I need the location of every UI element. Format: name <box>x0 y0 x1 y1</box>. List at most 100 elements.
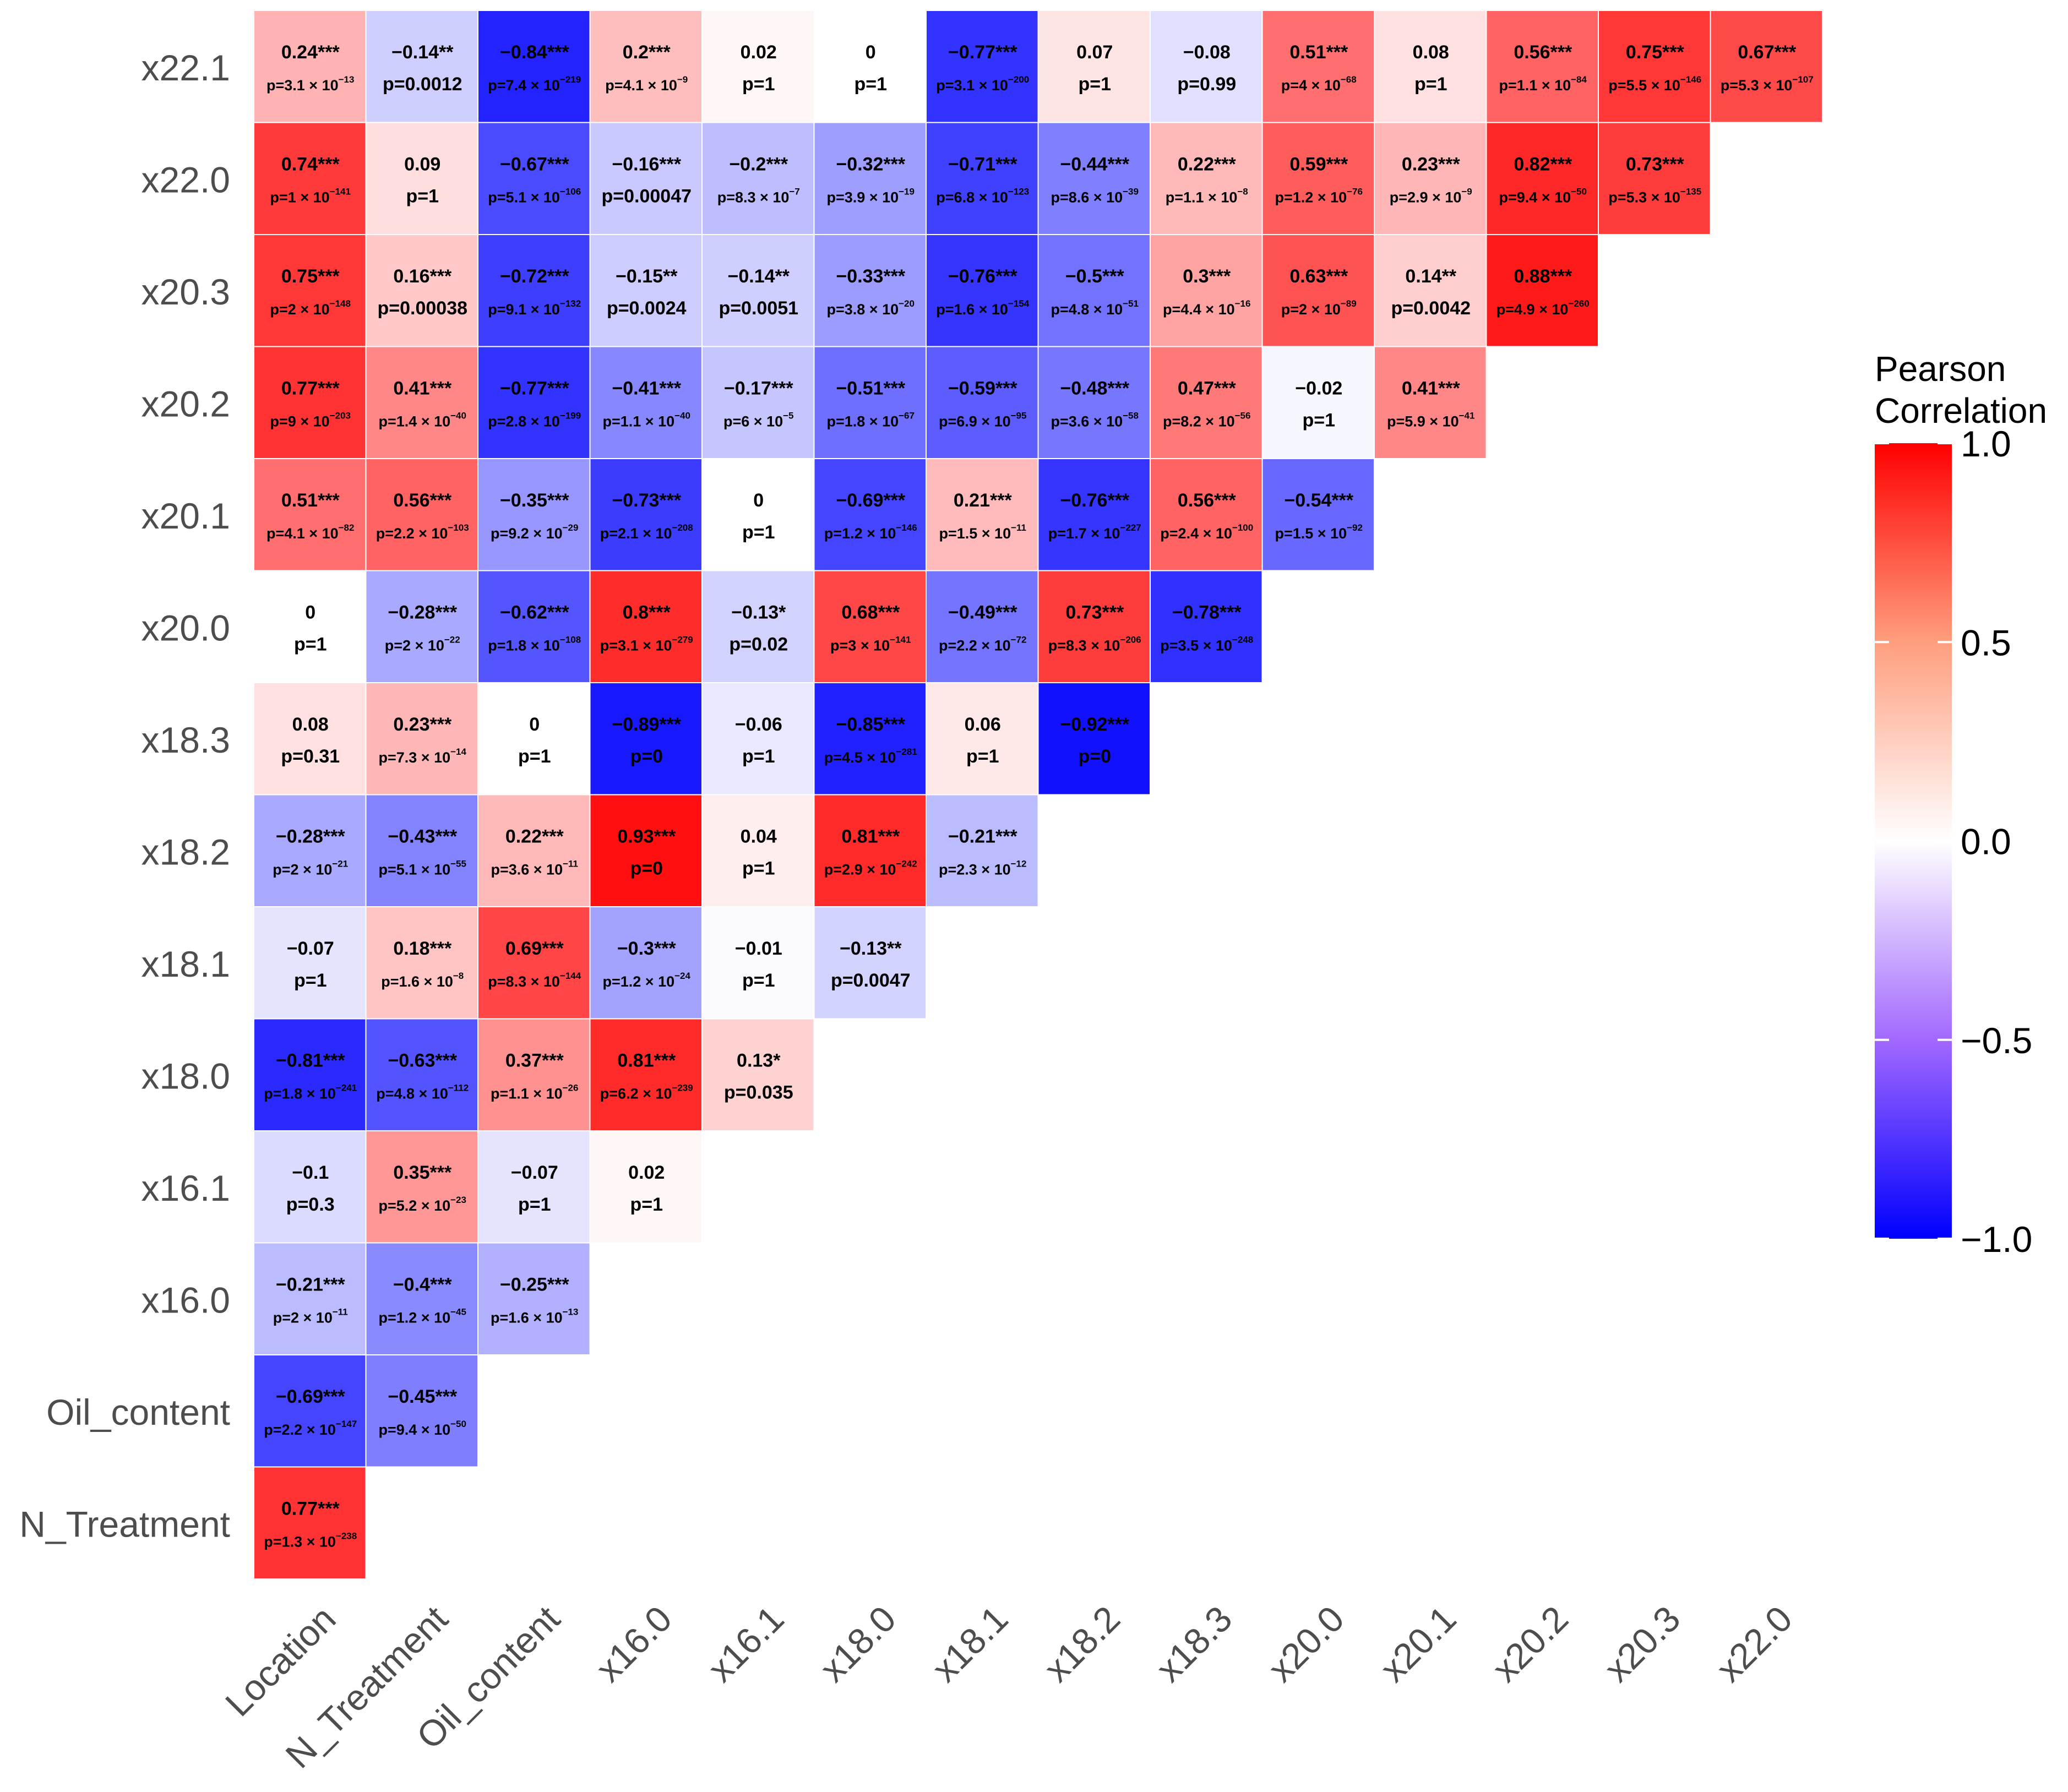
cell-pvalue-exponent: −200 <box>1008 74 1029 85</box>
heatmap-cell: −0.14** p=0.0051 <box>703 235 814 346</box>
cell-pvalue-exponent: −13 <box>339 74 355 85</box>
heatmap-cell: −0.5***p=4.8 × 10−51 <box>1038 235 1150 346</box>
heatmap-cell: 0.56*** p=1.1 × 10−84 <box>1487 11 1598 122</box>
cell-pvalue-exponent: −135 <box>1680 187 1701 197</box>
cell-correlation-label: 0.56*** <box>393 490 452 511</box>
cell-pvalue-label: p=1.2 × 10−146 <box>824 522 917 542</box>
heatmap-cell: 0.77***p=1.3 × 10−238 <box>254 1467 366 1578</box>
heatmap-cell-rect <box>366 907 477 1018</box>
cell-correlation-label: −0.1 <box>292 1162 329 1183</box>
cell-pvalue-exponent: −50 <box>1571 187 1587 197</box>
heatmap-cell-rect <box>814 795 926 906</box>
cell-correlation-label: 0.75*** <box>281 266 340 287</box>
cell-pvalue-exponent: −19 <box>899 187 915 197</box>
heatmap-cell: 0.07 p=1 <box>1038 11 1150 122</box>
cell-pvalue-label: p=0.0042 <box>1391 298 1471 319</box>
heatmap-cell-rect <box>1262 347 1374 458</box>
heatmap-cell-rect <box>703 11 814 122</box>
heatmap-cell: 0.21***p=1.5 × 10−11 <box>927 459 1038 570</box>
heatmap-cell-rect <box>590 1131 701 1243</box>
heatmap-cell-rect <box>1038 571 1150 682</box>
heatmap-cell: 0.75***p=5.5 × 10−146 <box>1599 11 1710 122</box>
heatmap-cell: 0.22*** p=1.1 × 10−8 <box>1151 123 1262 234</box>
cell-correlation-label: 0.04 <box>741 826 777 847</box>
heatmap-cell-rect <box>703 683 814 794</box>
cell-correlation-label: 0.56*** <box>1514 42 1572 63</box>
cell-pvalue-label: p=1.1 × 10−8 <box>1166 187 1248 206</box>
heatmap-cell-rect <box>478 795 590 906</box>
cell-correlation-label: 0.82*** <box>1514 154 1572 175</box>
y-axis-tick-label: x20.1 <box>142 495 230 536</box>
heatmap-cell-rect <box>590 1019 701 1130</box>
heatmap-cell: 0.56***p=2.4 × 10−100 <box>1151 459 1262 570</box>
heatmap-cell-rect <box>1375 347 1486 458</box>
heatmap-cell: 0.73***p=5.3 × 10−135 <box>1599 123 1710 234</box>
cell-pvalue-exponent: −14 <box>450 747 466 757</box>
heatmap-cell-rect <box>366 1355 477 1467</box>
cell-pvalue-exponent: −154 <box>1008 298 1030 309</box>
heatmap-cell: 0.51***p=4.1 × 10−82 <box>254 459 366 570</box>
heatmap-cell: −0.89*** p=0 <box>590 683 701 794</box>
heatmap-cell-rect <box>1375 11 1486 122</box>
heatmap-cell-rect <box>1151 459 1262 570</box>
cell-correlation-label: −0.71*** <box>948 154 1017 175</box>
heatmap-cell: 0.63***p=2 × 10−89 <box>1262 235 1374 346</box>
cell-pvalue-exponent: −26 <box>563 1083 579 1093</box>
heatmap-cell: 0.04 p=1 <box>703 795 814 906</box>
cell-pvalue-exponent: −238 <box>336 1531 357 1542</box>
cell-pvalue-exponent: −11 <box>563 859 578 869</box>
cell-pvalue-exponent: −147 <box>336 1419 357 1429</box>
cell-pvalue-label: p=1 <box>518 746 551 767</box>
heatmap-cell-rect <box>1487 123 1598 234</box>
cell-pvalue-label: p=0.0024 <box>607 298 687 319</box>
cell-pvalue-label: p=1 <box>742 522 775 543</box>
cell-correlation-label: −0.77*** <box>948 42 1017 63</box>
y-axis-tick-label: x22.1 <box>142 47 230 88</box>
heatmap-cell: −0.14** p=0.0012 <box>366 11 477 122</box>
heatmap-cell-rect <box>1375 235 1486 346</box>
y-axis-tick-label: x20.2 <box>142 383 230 424</box>
heatmap-cell-rect <box>1487 11 1598 122</box>
heatmap-cell: −0.77***p=2.8 × 10−199 <box>478 347 590 458</box>
cell-pvalue-exponent: −146 <box>896 522 917 533</box>
heatmap-cell: −0.4***p=1.2 × 10−45 <box>366 1243 477 1354</box>
heatmap-cell-rect <box>366 683 477 794</box>
cell-correlation-label: 0.73*** <box>1626 154 1685 175</box>
cell-pvalue-label: p=1 <box>1302 410 1335 431</box>
cell-correlation-label: −0.73*** <box>612 490 681 511</box>
cell-pvalue-exponent: −13 <box>563 1307 579 1317</box>
heatmap-cell-rect <box>254 123 366 234</box>
heatmap-cell-rect <box>478 235 590 346</box>
heatmap-cell-rect <box>1038 683 1150 794</box>
cell-pvalue-exponent: −29 <box>563 522 579 533</box>
cell-correlation-label: 0.13* <box>737 1050 781 1071</box>
heatmap-cell: −0.28***p=2 × 10−21 <box>254 795 366 906</box>
cell-correlation-label: −0.13** <box>840 938 902 959</box>
cell-correlation-label: 0.3*** <box>1183 266 1231 287</box>
cell-pvalue-exponent: −82 <box>339 522 355 533</box>
cell-pvalue-label: p=1 <box>518 1194 551 1215</box>
heatmap-cell-rect <box>254 1467 366 1578</box>
cell-pvalue-label: p=6.8 × 10−123 <box>936 187 1029 206</box>
heatmap-cell: 0.16*** p=0.00038 <box>366 235 477 346</box>
cell-correlation-label: −0.72*** <box>500 266 569 287</box>
cell-correlation-label: 0.75*** <box>1626 42 1685 63</box>
heatmap-cell-rect <box>1038 459 1150 570</box>
heatmap-cell: −0.59***p=6.9 × 10−95 <box>927 347 1038 458</box>
cell-pvalue-label: p=0.99 <box>1177 74 1236 95</box>
cell-pvalue-exponent: −148 <box>330 298 351 309</box>
cell-correlation-label: 0.41*** <box>1402 378 1461 399</box>
heatmap-cell: −0.28***p=2 × 10−22 <box>366 571 477 682</box>
cell-correlation-label: −0.07 <box>287 938 334 959</box>
heatmap-cell-rect <box>254 11 366 122</box>
heatmap-cell-rect <box>1151 571 1262 682</box>
heatmap-cell: −0.67***p=5.1 × 10−106 <box>478 123 590 234</box>
heatmap-cell-rect <box>366 11 477 122</box>
y-axis-tick-label: x18.1 <box>142 944 230 984</box>
cell-correlation-label: 0.67*** <box>1738 42 1797 63</box>
heatmap-cell-rect <box>1151 11 1262 122</box>
heatmap-cell: −0.17*** p=6 × 10−5 <box>703 347 814 458</box>
heatmap-cell-rect <box>814 347 926 458</box>
cell-pvalue-exponent: −45 <box>450 1307 466 1317</box>
heatmap-cell: 0.8*** p=3.1 × 10−279 <box>590 571 701 682</box>
